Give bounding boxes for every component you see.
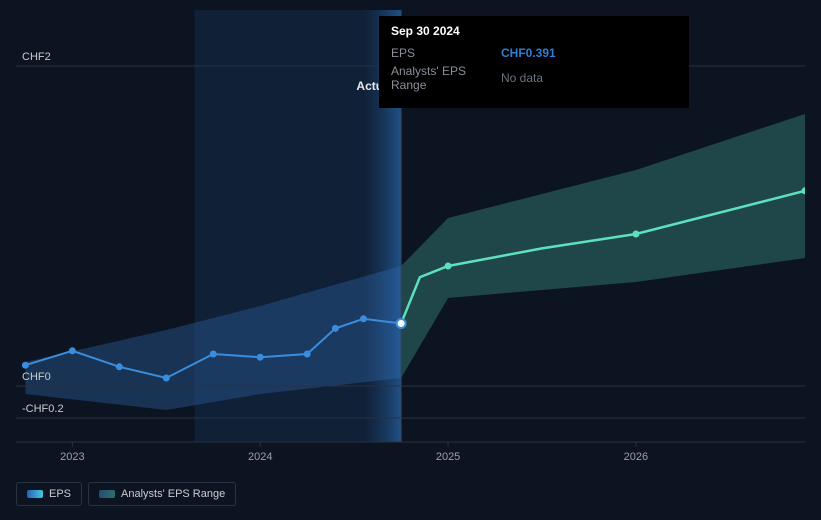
svg-text:2026: 2026 — [624, 451, 648, 463]
svg-text:CHF0: CHF0 — [22, 371, 51, 383]
tooltip-table: EPSCHF0.391Analysts' EPS RangeNo data — [391, 44, 677, 94]
tooltip-value: CHF0.391 — [501, 44, 677, 62]
svg-text:2025: 2025 — [436, 451, 460, 463]
chart-tooltip: Sep 30 2024 EPSCHF0.391Analysts' EPS Ran… — [379, 16, 689, 108]
legend-item[interactable]: Analysts' EPS Range — [88, 482, 236, 506]
svg-text:2024: 2024 — [248, 451, 272, 463]
tooltip-key: EPS — [391, 44, 501, 62]
svg-text:-CHF0.2: -CHF0.2 — [22, 403, 64, 415]
svg-text:2023: 2023 — [60, 451, 84, 463]
svg-text:CHF2: CHF2 — [22, 51, 51, 63]
legend-swatch — [27, 490, 43, 498]
chart-legend: EPS Analysts' EPS Range — [16, 482, 236, 506]
legend-label: Analysts' EPS Range — [121, 488, 225, 500]
tooltip-date: Sep 30 2024 — [391, 24, 677, 38]
tooltip-key: Analysts' EPS Range — [391, 62, 501, 94]
legend-item[interactable]: EPS — [16, 482, 82, 506]
legend-label: EPS — [49, 488, 71, 500]
legend-swatch — [99, 490, 115, 498]
tooltip-value: No data — [501, 62, 677, 94]
